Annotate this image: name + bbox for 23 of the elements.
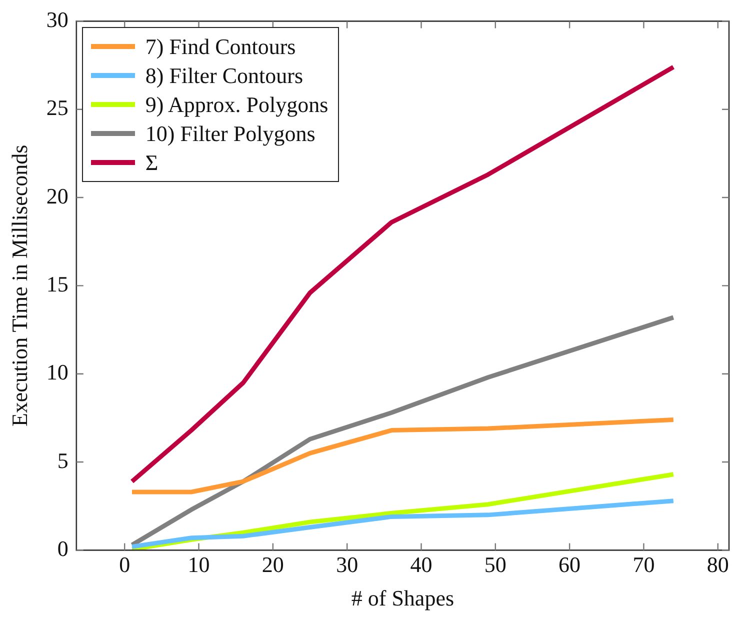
x-axis-title: # of Shapes	[351, 586, 454, 611]
y-tick-label: 20	[46, 183, 68, 208]
x-tick-label: 70	[632, 552, 655, 578]
y-axis-title: Execution Time in Milliseconds	[6, 144, 32, 427]
legend-label: 7) Find Contours	[145, 33, 296, 62]
y-tick-label: 10	[46, 360, 68, 385]
x-tick-label: 30	[336, 552, 358, 578]
x-tick-label: 60	[558, 552, 581, 578]
y-tick-label: 15	[46, 271, 68, 296]
y-tick-label: 5	[57, 448, 68, 473]
y-tick-label: 30	[46, 6, 68, 32]
x-tick-label: 0	[119, 552, 130, 578]
x-tick-label: 10	[188, 552, 210, 578]
x-tick-label: 40	[410, 552, 432, 578]
x-tick-label: 50	[484, 552, 506, 578]
legend-label: 8) Filter Contours	[145, 62, 304, 90]
legend-label: 9) Approx. Polygons	[145, 91, 328, 120]
legend-label: 10) Filter Polygons	[145, 120, 316, 148]
legend-label: Σ	[145, 149, 158, 178]
x-tick-label: 20	[262, 552, 284, 578]
y-tick-label: 25	[46, 95, 68, 120]
x-tick-label: 80	[706, 552, 729, 578]
y-tick-label: 0	[57, 536, 68, 561]
